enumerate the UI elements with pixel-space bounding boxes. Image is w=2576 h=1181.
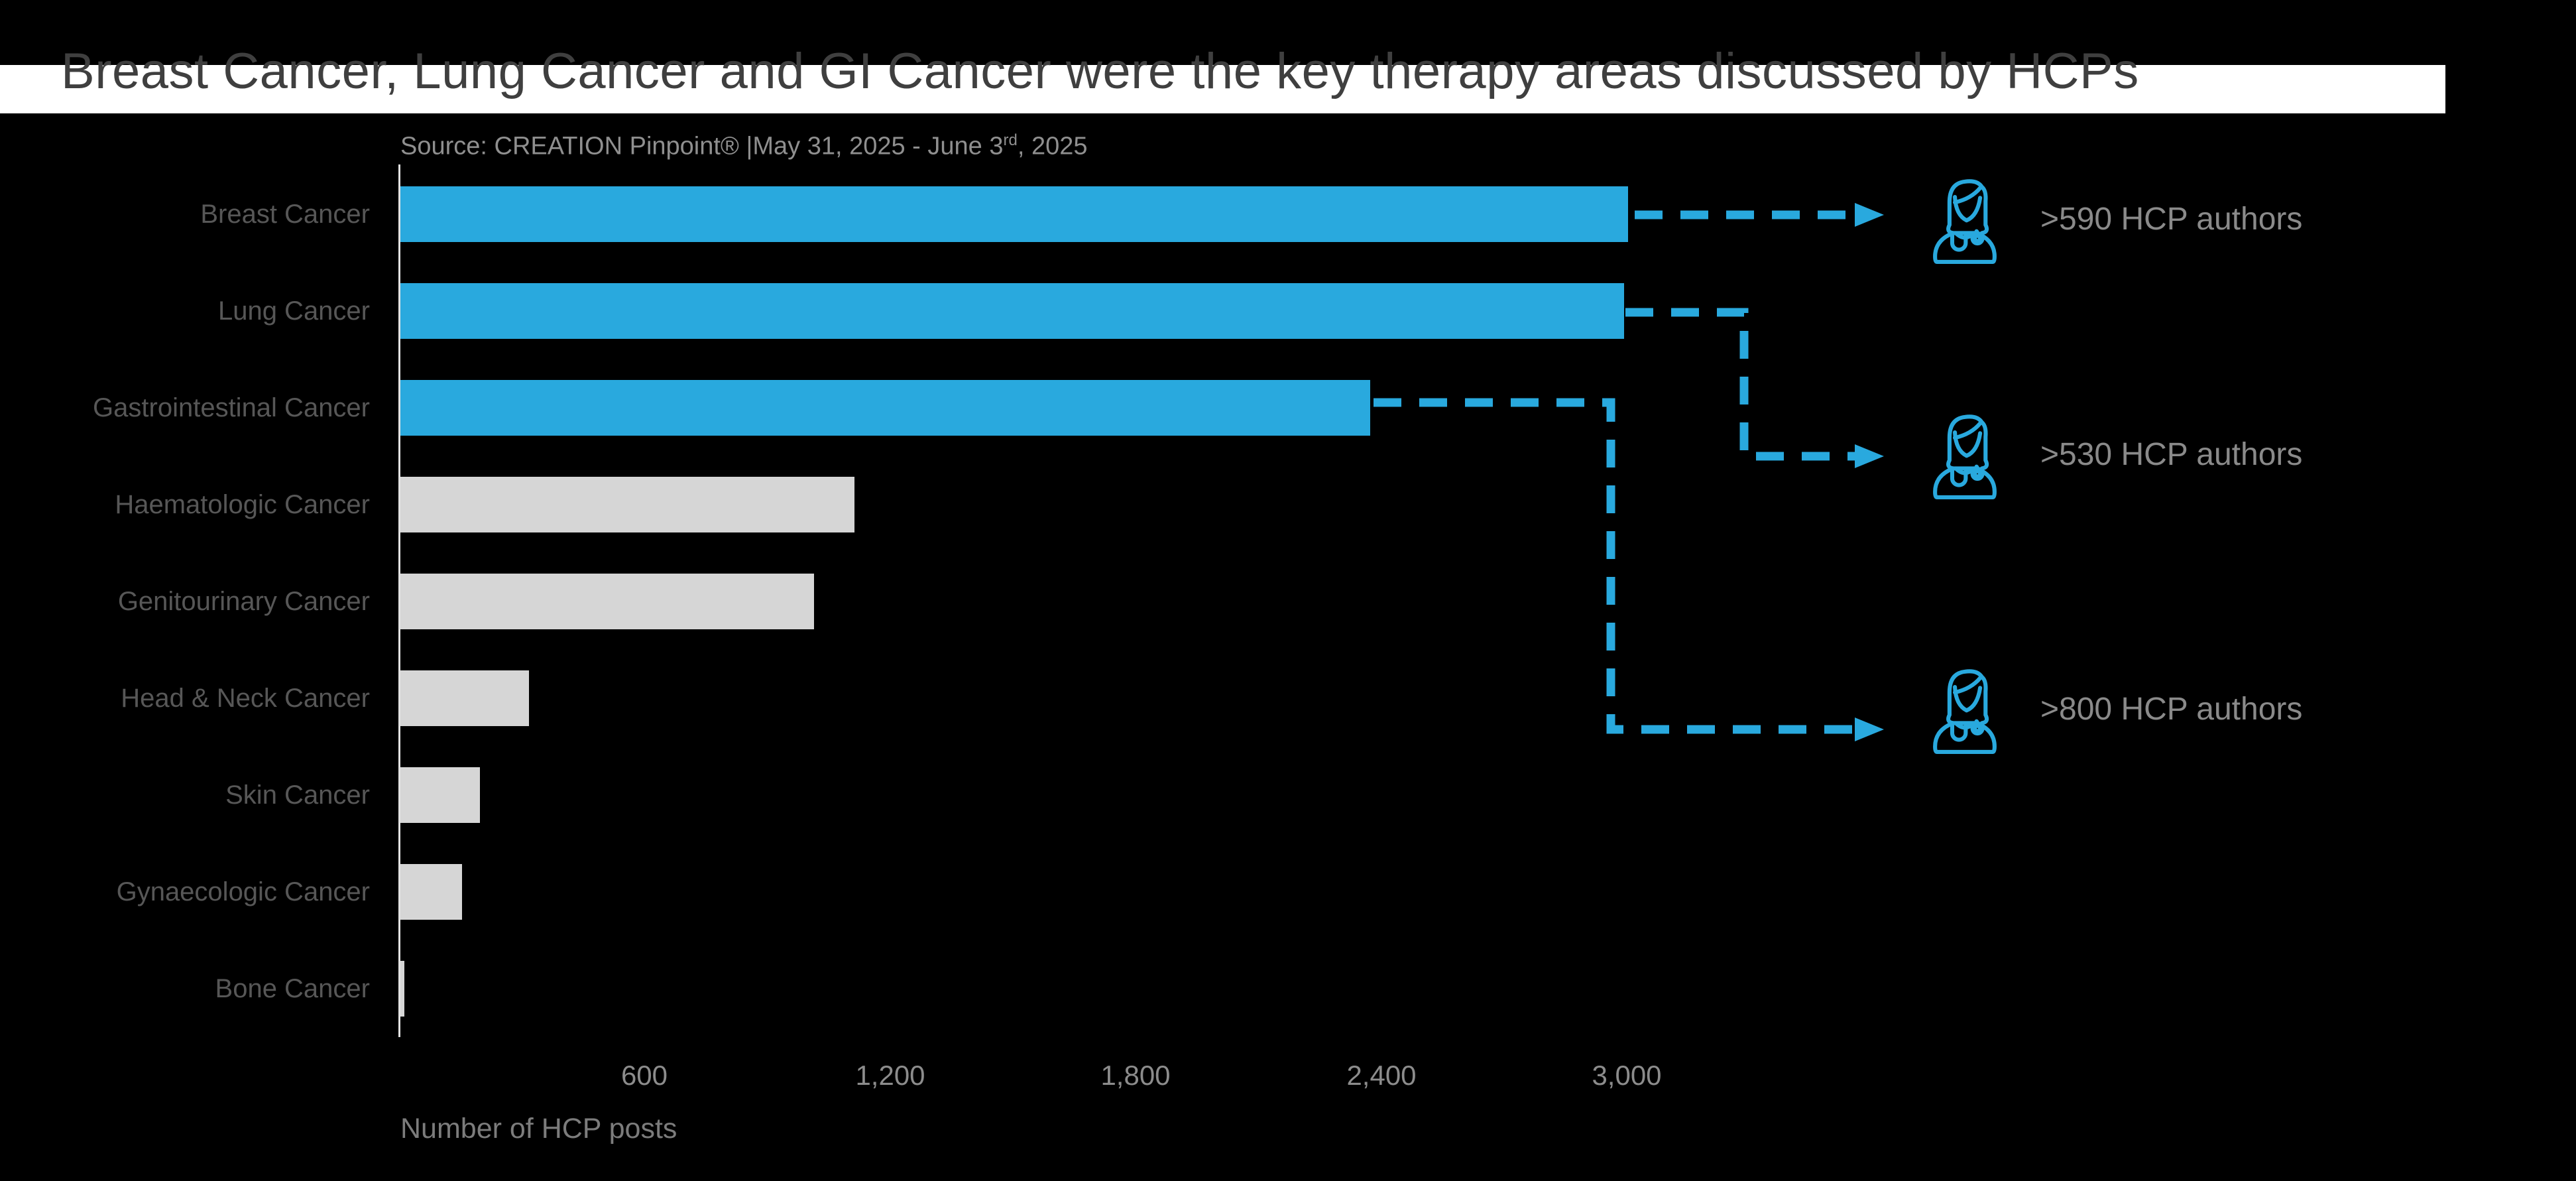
female-doctor-icon [1933,179,1997,264]
bar-skin-cancer [400,767,480,823]
source-text: Source: CREATION Pinpoint® |May 31, 2025… [400,132,1004,160]
bar-gastrointestinal-cancer [400,380,1370,436]
category-label-gastrointestinal-cancer: Gastrointestinal Cancer [93,393,370,422]
source-superscript: rd [1003,131,1018,149]
category-label-genitourinary-cancer: Genitourinary Cancer [117,587,370,616]
arrowhead-2 [1855,444,1884,468]
bar-haematologic-cancer [400,477,854,532]
arrowhead-3 [1855,717,1884,741]
category-label-lung-cancer: Lung Cancer [217,296,370,326]
category-label-bone-cancer: Bone Cancer [215,974,370,1003]
x-tick-label: 2,400 [1346,1060,1417,1091]
category-label-skin-cancer: Skin Cancer [225,780,370,810]
source-suffix: , 2025 [1017,132,1088,160]
hcp-authors-label-1: >590 HCP authors [2040,202,2303,237]
category-label-breast-cancer: Breast Cancer [200,200,370,229]
hcp-authors-label-3: >800 HCP authors [2040,692,2303,727]
bar-lung-cancer [400,283,1624,339]
x-tick-label: 1,200 [855,1060,925,1091]
arrow-lung-to-530 [1625,308,1855,461]
page-title: Breast Cancer, Lung Cancer and GI Cancer… [61,43,2139,99]
x-axis-title: Number of HCP posts [400,1113,677,1145]
bar-head-neck-cancer [400,670,529,726]
bar-gynaecologic-cancer [400,864,462,920]
bar-bone-cancer [400,961,404,1017]
arrowhead-1 [1855,203,1884,227]
category-label-haematologic-cancer: Haematologic Cancer [115,490,370,519]
hcp-authors-label-2: >530 HCP authors [2040,437,2303,472]
x-tick-label: 3,000 [1592,1060,1662,1091]
bar-breast-cancer [400,186,1628,242]
category-label-gynaecologic-cancer: Gynaecologic Cancer [116,877,370,906]
x-tick-label: 1,800 [1100,1060,1171,1091]
source-caption: Source: CREATION Pinpoint® |May 31, 2025… [400,131,1087,161]
bar-genitourinary-cancer [400,574,814,629]
y-axis-line [398,164,400,1037]
x-tick-label: 600 [620,1060,668,1091]
female-doctor-icon [1933,414,1997,499]
category-label-head-neck-cancer: Head & Neck Cancer [121,684,370,713]
title-highlight-strip [0,65,2445,113]
female-doctor-icon [1933,669,1997,754]
arrow-gi-to-800 [1374,398,1855,734]
